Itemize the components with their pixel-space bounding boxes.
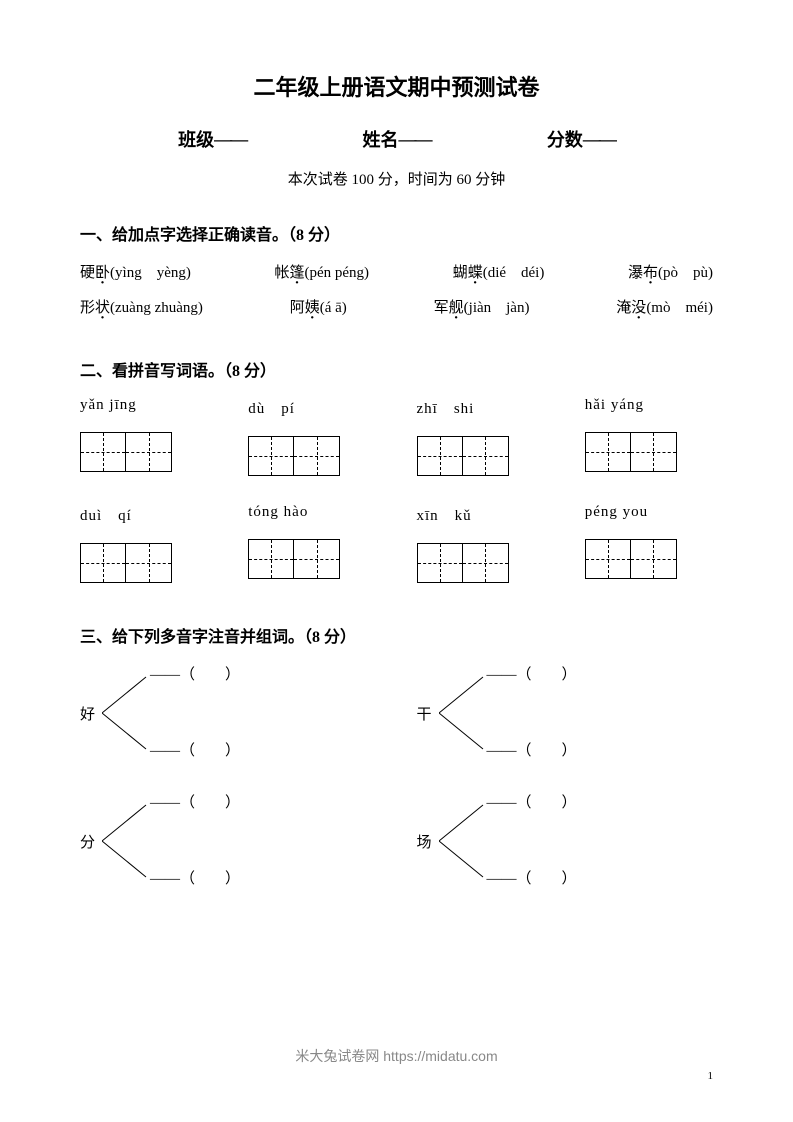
section-1-heading: 一、给加点字选择正确读音。（8 分） [80, 221, 713, 245]
q2-item: yǎn jīng [80, 397, 208, 476]
branch-blank-top: ——（ ） [487, 791, 577, 812]
branch-blank-top: ——（ ） [150, 791, 240, 812]
tiange-cell [126, 432, 172, 472]
tiange-box [585, 539, 713, 579]
footer-text: 米大兔试卷网 https://midatu.com [0, 1046, 793, 1066]
name-field: 姓名—— [362, 126, 430, 152]
name-label: 姓名 [362, 126, 398, 152]
q2-grid: yǎn jīng dù pí zhī shi hǎi yáng duì qí tóng h… [80, 397, 713, 583]
pinyin-label: péng you [585, 504, 713, 521]
q1-item: 帐篷(pén péng) [274, 261, 369, 282]
q2-item: tóng hào [248, 504, 376, 583]
pinyin-label: tóng hào [248, 504, 376, 521]
pinyin-label: xīn kǔ [417, 504, 545, 525]
exam-subtitle: 本次试卷 100 分，时间为 60 分钟 [80, 168, 713, 189]
q2-item: dù pí [248, 397, 376, 476]
branch-lines-icon [102, 799, 150, 883]
branch-blank-bottom: ——（ ） [150, 867, 240, 888]
q2-item: zhī shi [417, 397, 545, 476]
dash: —— [583, 129, 615, 150]
q1-item: 阿姨(á ā) [290, 296, 347, 317]
score-field: 分数—— [547, 126, 615, 152]
tiange-box [417, 436, 545, 476]
tiange-box [417, 543, 545, 583]
tiange-box [248, 436, 376, 476]
branch-char: 场 [417, 831, 432, 852]
score-label: 分数 [547, 126, 583, 152]
section-3: 三、给下列多音字注音并组词。（8 分） 好 ——（ ） ——（ ） 干 ——（ ） ——（… [80, 623, 713, 891]
class-label: 班级 [178, 126, 214, 152]
pinyin-label: duì qí [80, 504, 208, 525]
page-number: 1 [708, 1070, 714, 1082]
pinyin-label: zhī shi [417, 397, 545, 418]
section-1: 一、给加点字选择正确读音。（8 分） 硬卧(yìng yèng) 帐篷(pén p… [80, 221, 713, 317]
tiange-cell [631, 432, 677, 472]
tiange-box [80, 432, 208, 472]
q1-row-1: 硬卧(yìng yèng) 帐篷(pén péng) 蝴蝶(dié déi) 瀑布(p… [80, 261, 713, 282]
branch-blank-top: ——（ ） [487, 663, 577, 684]
pinyin-label: dù pí [248, 397, 376, 418]
q1-item: 瀑布(pò pù) [628, 261, 713, 282]
pinyin-label: yǎn jīng [80, 397, 208, 414]
tiange-cell [585, 539, 631, 579]
branch-blank-bottom: ——（ ） [487, 739, 577, 760]
q2-item: péng you [585, 504, 713, 583]
pinyin-label: hǎi yáng [585, 397, 713, 414]
exam-title: 二年级上册语文期中预测试卷 [80, 70, 713, 102]
q3-grid: 好 ——（ ） ——（ ） 干 ——（ ） ——（ ） 分 ——（ ） ——（ ） 场 ——（ ） —… [80, 663, 713, 891]
branch-blank-top: ——（ ） [150, 663, 240, 684]
tiange-cell [80, 432, 126, 472]
tiange-cell [417, 543, 463, 583]
tiange-cell [248, 436, 294, 476]
tiange-cell [417, 436, 463, 476]
branch-item: 分 ——（ ） ——（ ） [80, 791, 377, 891]
q1-item: 军舰(jiàn jàn) [434, 296, 530, 317]
branch-item: 好 ——（ ） ——（ ） [80, 663, 377, 763]
q1-item: 硬卧(yìng yèng) [80, 261, 191, 282]
dash: —— [214, 129, 246, 150]
branch-char: 干 [417, 703, 432, 724]
q2-item: duì qí [80, 504, 208, 583]
q2-item: xīn kǔ [417, 504, 545, 583]
branch-blank-bottom: ——（ ） [150, 739, 240, 760]
branch-lines-icon [439, 799, 487, 883]
tiange-cell [294, 436, 340, 476]
section-2: 二、看拼音写词语。（8 分） yǎn jīng dù pí zhī shi hǎi y… [80, 357, 713, 583]
tiange-cell [294, 539, 340, 579]
q2-item: hǎi yáng [585, 397, 713, 476]
tiange-cell [126, 543, 172, 583]
tiange-cell [248, 539, 294, 579]
branch-lines-icon [439, 671, 487, 755]
branch-item: 干 ——（ ） ——（ ） [417, 663, 714, 763]
tiange-cell [463, 436, 509, 476]
q1-item: 形状(zuàng zhuàng) [80, 296, 203, 317]
section-2-heading: 二、看拼音写词语。（8 分） [80, 357, 713, 381]
tiange-cell [631, 539, 677, 579]
tiange-box [248, 539, 376, 579]
tiange-box [585, 432, 713, 472]
branch-item: 场 ——（ ） ——（ ） [417, 791, 714, 891]
tiange-box [80, 543, 208, 583]
tiange-cell [80, 543, 126, 583]
section-3-heading: 三、给下列多音字注音并组词。（8 分） [80, 623, 713, 647]
q1-row-2: 形状(zuàng zhuàng) 阿姨(á ā) 军舰(jiàn jàn) 淹没(mò… [80, 296, 713, 317]
tiange-cell [585, 432, 631, 472]
q1-item: 淹没(mò méi) [616, 296, 713, 317]
header-row: 班级—— 姓名—— 分数—— [80, 126, 713, 152]
dash: —— [398, 129, 430, 150]
class-field: 班级—— [178, 126, 246, 152]
branch-char: 好 [80, 703, 95, 724]
branch-lines-icon [102, 671, 150, 755]
branch-char: 分 [80, 831, 95, 852]
tiange-cell [463, 543, 509, 583]
branch-blank-bottom: ——（ ） [487, 867, 577, 888]
q1-item: 蝴蝶(dié déi) [453, 261, 545, 282]
